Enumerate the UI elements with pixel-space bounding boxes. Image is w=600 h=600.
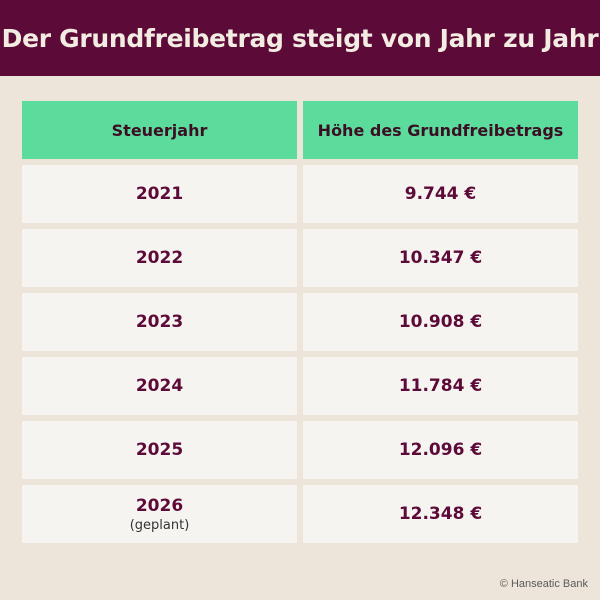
- year-value: 2022: [135, 248, 184, 268]
- year-cell: 2024: [22, 357, 297, 415]
- year-cell: 2021: [22, 165, 297, 223]
- year-value: 2021: [135, 184, 184, 204]
- title-banner: Der Grundfreibetrag steigt von Jahr zu J…: [0, 0, 600, 76]
- year-cell: 2022: [22, 229, 297, 287]
- amount-cell: 12.348 €: [303, 485, 578, 543]
- page-title: Der Grundfreibetrag steigt von Jahr zu J…: [1, 23, 599, 53]
- year-cell: 2023: [22, 293, 297, 351]
- amount-cell: 9.744 €: [303, 165, 578, 223]
- data-table: Steuerjahr Höhe des Grundfreibetrags 202…: [22, 101, 578, 549]
- planned-note: (geplant): [129, 517, 190, 533]
- year-value: 2025: [135, 440, 184, 460]
- year-value: 2024: [135, 376, 184, 396]
- table-row: 2022 10.347 €: [22, 229, 578, 287]
- table-row: 2025 12.096 €: [22, 421, 578, 479]
- amount-cell: 12.096 €: [303, 421, 578, 479]
- column-header-year: Steuerjahr: [22, 101, 297, 159]
- copyright-credit: © Hanseatic Bank: [499, 578, 588, 590]
- year-cell: 2026 (geplant): [22, 485, 297, 543]
- table-row: 2023 10.908 €: [22, 293, 578, 351]
- amount-cell: 10.347 €: [303, 229, 578, 287]
- table-row: 2024 11.784 €: [22, 357, 578, 415]
- year-value: 2026: [135, 495, 184, 516]
- table-row: 2026 (geplant) 12.348 €: [22, 485, 578, 543]
- table-header-row: Steuerjahr Höhe des Grundfreibetrags: [22, 101, 578, 159]
- column-header-amount: Höhe des Grundfreibetrags: [303, 101, 578, 159]
- year-value: 2023: [135, 312, 184, 332]
- table-row: 2021 9.744 €: [22, 165, 578, 223]
- amount-cell: 10.908 €: [303, 293, 578, 351]
- year-cell: 2025: [22, 421, 297, 479]
- amount-cell: 11.784 €: [303, 357, 578, 415]
